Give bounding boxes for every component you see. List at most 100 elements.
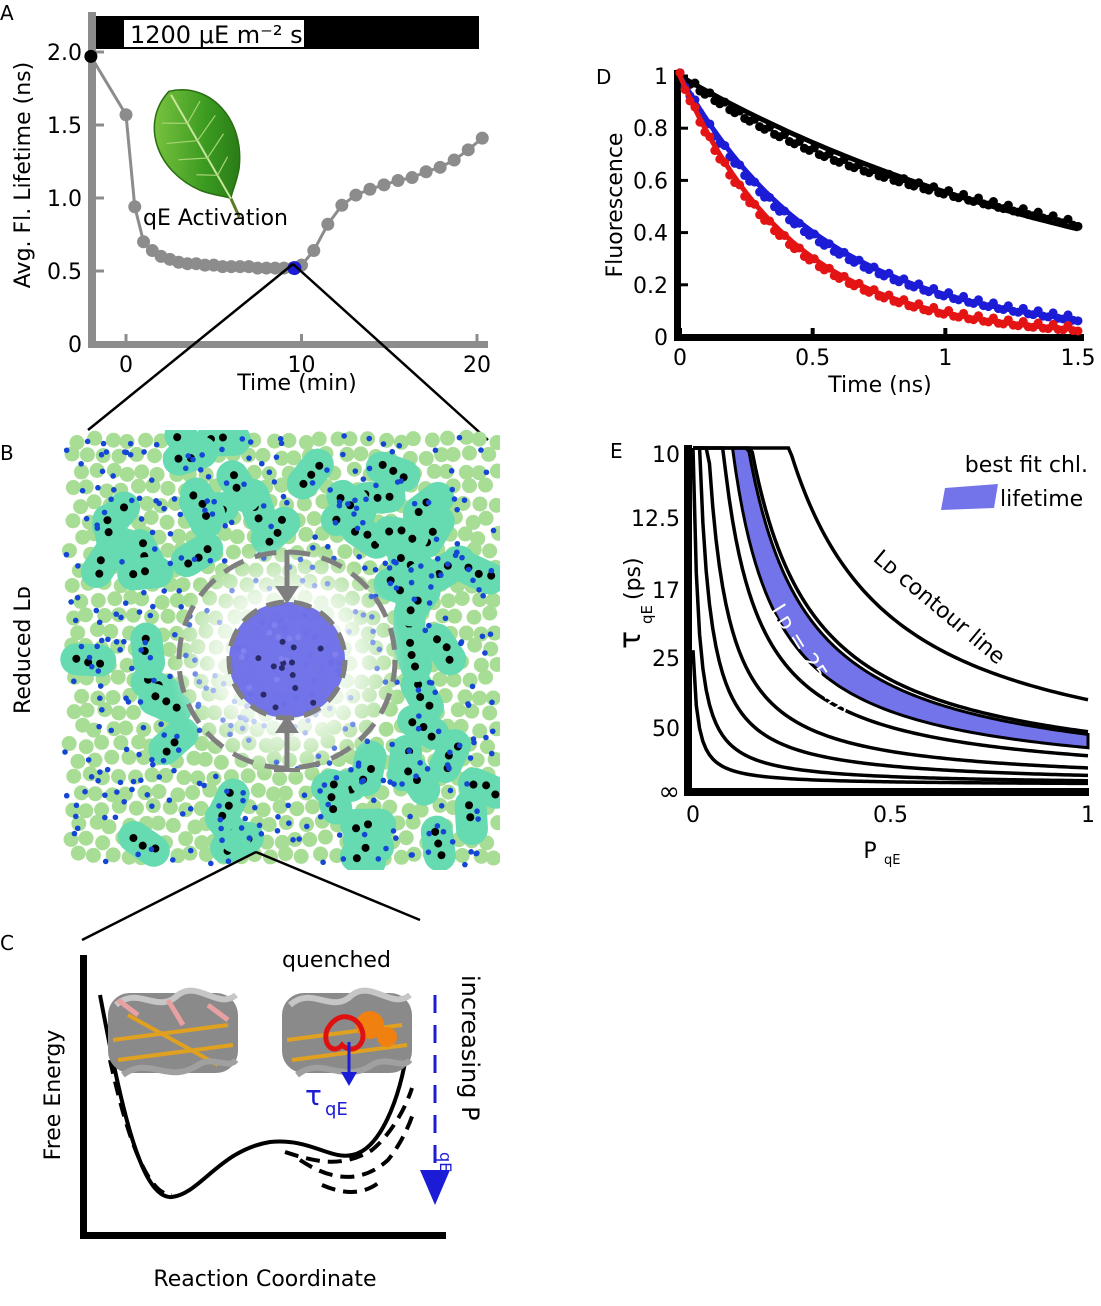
blue-dot: [204, 498, 211, 504]
lipid-dot: [440, 430, 456, 446]
blue-dot: [380, 777, 387, 784]
blue-dot: [399, 781, 405, 787]
blue-dot: [161, 505, 167, 512]
contour-line: [691, 447, 1089, 783]
blue-dot: [271, 479, 278, 485]
blue-dot: [101, 509, 108, 516]
blue-dot: [102, 858, 109, 865]
lipid-dot: [78, 803, 94, 819]
data-point-black: [1073, 221, 1083, 231]
blue-dot: [341, 433, 347, 439]
lipid-dot: [154, 594, 170, 610]
data-point-red: [675, 68, 685, 78]
blue-dot: [260, 503, 267, 509]
blue-dot: [111, 487, 117, 493]
blue-dot: [119, 558, 125, 565]
lipid-dot: [393, 849, 409, 865]
blue-dot: [353, 505, 360, 512]
blue-dot: [375, 856, 382, 862]
data-point-red: [735, 180, 745, 190]
blue-dot: [469, 683, 476, 690]
blue-dot: [340, 856, 347, 862]
lipid-dot: [105, 689, 121, 705]
blue-dot: [452, 552, 459, 559]
lipid-dot: [111, 768, 127, 784]
center-dot: [278, 664, 285, 671]
lipid-dot: [111, 705, 127, 721]
data-point-black: [794, 136, 804, 146]
lipid-dot: [274, 450, 290, 466]
blue-dot: [114, 789, 120, 795]
data-point-black: [1048, 211, 1058, 221]
data-point-black: [884, 169, 894, 179]
data-point-blue: [944, 288, 954, 298]
blue-dot: [97, 683, 104, 689]
lipid-dot: [398, 830, 414, 846]
lipid-dot: [266, 786, 282, 802]
panel-c: C Reaction Coordinate Free Energy quench…: [0, 931, 484, 1292]
panel-a: A 1200 μE m⁻² s⁻¹ 0 0.5 1.0 1.5 2.0 0 10 20 Ti…: [0, 1, 491, 396]
blue-dot: [475, 816, 481, 822]
blue-dot: [176, 588, 182, 594]
blue-dot: [277, 436, 284, 442]
blue-dot: [317, 813, 324, 820]
blue-dot: [171, 767, 177, 774]
lhc-complex: [420, 623, 467, 676]
blue-dot: [103, 449, 110, 455]
contour-line: [693, 446, 1089, 702]
blue-dot: [482, 650, 488, 656]
data-point-blue: [794, 218, 804, 228]
blue-dot: [68, 599, 74, 605]
free-energy-dashed-left: [108, 1059, 173, 1197]
lhc-complexes: [60, 430, 500, 870]
lipid-dot: [488, 497, 500, 513]
blue-dot: [138, 647, 144, 653]
data-point-black: [1063, 214, 1073, 224]
lipid-dot: [471, 690, 487, 706]
center-dot: [317, 645, 324, 652]
lipid-dot: [160, 480, 176, 496]
panel-label-c: C: [0, 931, 14, 955]
blue-dot: [113, 639, 120, 645]
blue-dot: [416, 713, 422, 719]
blue-dot: [458, 640, 464, 647]
blue-dot: [129, 786, 135, 793]
blue-dot: [393, 585, 400, 591]
lipid-dot: [418, 450, 434, 466]
blue-dot: [170, 857, 176, 863]
lhc-complex: [180, 477, 226, 530]
lhc-complex: [420, 815, 456, 870]
data-point-blue: [735, 160, 745, 170]
panel-label-d: D: [596, 65, 611, 89]
blue-dot: [327, 487, 333, 493]
lipid-dot: [489, 656, 500, 672]
blue-dot: [309, 480, 316, 486]
lipid-dot: [176, 770, 192, 786]
y-axis-c: [80, 955, 87, 1238]
blue-dot: [148, 477, 155, 483]
blue-dot: [151, 546, 158, 552]
lipid-dot: [467, 637, 483, 653]
x-axis-label-e-subscript: qE: [884, 853, 900, 868]
data-point-black: [809, 143, 819, 153]
blue-dot: [415, 687, 422, 693]
lhc-complex: [286, 448, 334, 500]
y-tick-label: 0: [654, 326, 668, 351]
blue-dot: [219, 446, 225, 453]
blue-dot: [99, 707, 105, 713]
lipid-dot: [447, 608, 463, 624]
contour-line: [691, 650, 1089, 786]
blue-dot: [128, 497, 135, 504]
blue-dot: [352, 497, 358, 504]
data-point-blue: [869, 262, 879, 272]
blue-dot: [63, 447, 70, 454]
lipid-dot: [197, 751, 213, 767]
lipid-dot: [134, 464, 150, 480]
blue-dot: [434, 823, 441, 829]
blue-dot: [448, 468, 455, 474]
data-point-black: [735, 106, 745, 116]
lipid-dot: [272, 799, 288, 815]
blue-dot: [247, 439, 254, 445]
blue-dot: [278, 440, 285, 447]
lipid-dot: [305, 799, 321, 815]
